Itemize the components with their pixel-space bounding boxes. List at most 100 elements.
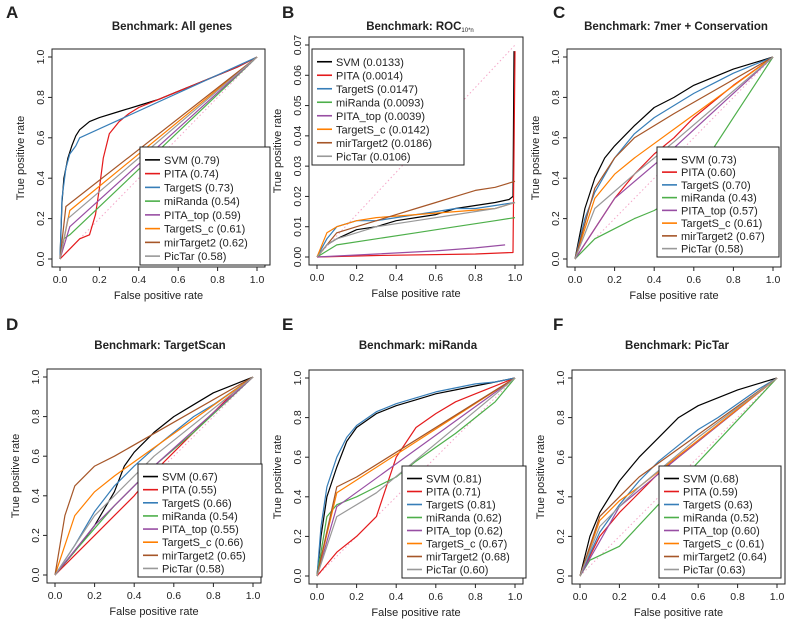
legend-entry: SVM (0.79) [164,155,220,167]
y-tick-label: 0.4 [35,171,47,186]
chart-title-text: Benchmark: All genes [112,21,232,33]
legend-entry: miRanda (0.62) [426,513,502,525]
y-tick-label: 0.0 [555,569,567,584]
panel-f: F Benchmark: PicTar 0.0 0.2 0.4 0.6 0.8 1.0 0.0 0… [535,315,786,619]
y-axis-label: True positive rate [10,434,22,519]
legend-entry: mirTarget2 (0.64) [683,552,767,564]
x-tick-label: 1.0 [246,590,261,602]
legend-entry: mirTarget2 (0.62) [164,237,248,249]
legend-entry: mirTarget2 (0.68) [426,552,510,564]
series-line-pita [316,377,516,577]
chart-title-text: Benchmark: TargetScan [94,340,225,352]
legend-entry: PicTar (0.0106) [336,151,411,163]
chart-title: Benchmark: miRanda [359,340,478,352]
series-line-pictar [574,56,774,260]
x-axis-label: False positive rate [109,606,198,618]
legend-entry: mirTarget2 (0.65) [162,550,246,562]
legend-box [139,146,271,266]
series-line-pita-top [574,56,774,260]
chart-title-text: Benchmark: PicTar [625,340,729,352]
y-tick-label: 0.6 [292,450,304,465]
y-tick-label: 0.4 [555,489,567,504]
legend-entry: mirTarget2 (0.67) [681,231,765,243]
legend-entry: TargetS_c (0.61) [683,539,764,551]
legend-entry: PicTar (0.63) [683,565,745,577]
legend-entry: PITA_top (0.55) [162,524,239,536]
y-tick-label: 0.6 [30,449,42,464]
legend-entry: SVM (0.81) [426,474,482,486]
series-line-pictar [579,377,778,577]
y-tick-label: 0.0 [30,568,42,583]
x-tick-label: 0.6 [691,591,706,603]
series-line-svm [574,56,774,260]
y-tick-label: 0.2 [35,211,47,226]
x-tick-label: 0.2 [87,590,102,602]
series-line-mirtarget2 [54,376,254,576]
y-tick-label: 0.07 [292,35,304,56]
y-tick-label: 0.8 [550,90,562,105]
series-line-targets [59,56,258,260]
series-line-targets-c [579,377,778,577]
legend-entry: PITA (0.55) [162,485,217,497]
legend-entry: TargetS_c (0.0142) [336,124,430,136]
x-tick-label: 0.6 [428,591,443,603]
x-tick-label: 0.8 [468,272,483,284]
x-axis-label: False positive rate [371,607,460,619]
x-tick-label: 0.2 [92,274,107,286]
plot-frame [308,36,524,266]
chart-title-text: Benchmark: 7mer + Conservation [584,21,768,33]
panel-letter: E [282,315,293,334]
y-tick-label: 1.0 [292,371,304,386]
y-axis-label: True positive rate [15,116,27,201]
x-tick-label: 0.8 [210,274,225,286]
series-line-svm [316,377,516,577]
y-tick-label: 0.2 [550,211,562,226]
legend-entry: miRanda (0.43) [681,193,757,205]
legend-entry: TargetS (0.81) [426,500,496,512]
y-tick-label: 0.4 [292,489,304,504]
x-tick-label: 0.0 [310,591,325,603]
x-tick-label: 0.2 [607,274,622,286]
legend-entry: TargetS_c (0.61) [164,224,245,236]
legend-box [311,48,465,166]
legend-entry: SVM (0.73) [681,154,737,166]
plot-frame [571,369,786,585]
chart-title-text: Benchmark: ROC [366,21,461,33]
y-tick-label: 0.6 [550,130,562,145]
series-line-targets [316,201,516,258]
legend-entry: TargetS (0.0147) [336,84,418,96]
legend-entry: TargetS_c (0.61) [681,218,762,230]
series-line-svm [579,377,778,577]
y-tick-label: 0.4 [30,488,42,503]
x-axis-label: False positive rate [114,290,203,302]
legend-entry: PITA (0.71) [426,487,481,499]
y-tick-label: 0.8 [292,410,304,425]
legend-entry: PicTar (0.58) [162,563,224,575]
x-tick-label: 0.2 [612,591,627,603]
x-tick-label: 0.6 [686,274,701,286]
legend-entry: TargetS (0.70) [681,180,751,192]
x-tick-label: 1.0 [508,591,523,603]
series-line-pita-top [316,244,506,258]
series-line-pictar [316,377,516,577]
panel-letter: C [553,3,565,22]
legend-entry: PicTar (0.58) [681,244,743,256]
legend-entry: PITA (0.0014) [336,70,403,82]
y-tick-label: 0.02 [292,186,304,207]
series-line-pictar [316,201,516,258]
x-tick-label: 0.8 [468,591,483,603]
y-tick-label: 0.2 [555,529,567,544]
legend-box [137,463,263,578]
panel-letter: F [553,315,563,334]
y-tick-label: 1.0 [555,371,567,386]
legend-entry: miRanda (0.54) [164,196,240,208]
x-tick-label: 1.0 [508,272,523,284]
y-tick-label: 0.0 [292,569,304,584]
x-tick-label: 0.6 [171,274,186,286]
chart-title: Benchmark: ROC10*n [366,21,474,34]
x-tick-label: 0.4 [131,274,146,286]
series-line-mirtarget2 [579,377,778,577]
series-line-pita-top [316,377,516,577]
y-axis-label: True positive rate [272,435,284,520]
chart-title: Benchmark: All genes [112,21,232,33]
